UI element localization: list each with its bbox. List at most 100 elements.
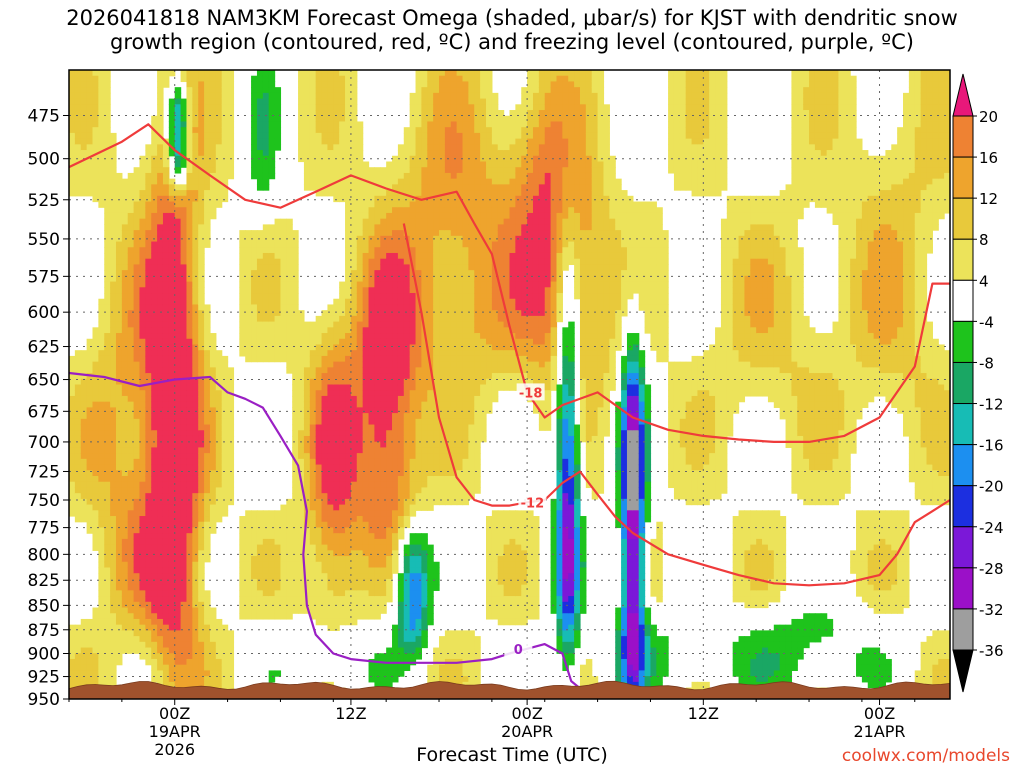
omega-cell bbox=[127, 521, 135, 529]
omega-cell bbox=[268, 98, 276, 105]
omega-cell bbox=[209, 464, 217, 471]
omega-cell bbox=[186, 195, 193, 203]
omega-cell bbox=[209, 138, 217, 145]
omega-cell bbox=[397, 361, 405, 368]
omega-cell bbox=[256, 315, 264, 323]
omega-cell bbox=[286, 527, 293, 534]
omega-cell bbox=[198, 550, 205, 557]
omega-cell bbox=[121, 470, 129, 477]
omega-cell bbox=[403, 578, 411, 586]
omega-cell bbox=[157, 544, 164, 551]
omega-cell bbox=[121, 373, 129, 380]
omega-cell bbox=[268, 607, 276, 614]
omega-cell bbox=[145, 573, 152, 580]
omega-cell bbox=[192, 218, 199, 225]
omega-cell bbox=[315, 481, 323, 489]
omega-cell bbox=[303, 533, 311, 540]
omega-cell bbox=[421, 636, 428, 643]
omega-cell bbox=[98, 470, 105, 477]
omega-cell bbox=[110, 578, 117, 586]
omega-cell bbox=[409, 241, 417, 248]
omega-cell bbox=[209, 401, 217, 408]
omega-cell bbox=[251, 144, 258, 151]
omega-cell bbox=[133, 258, 141, 266]
omega-cell bbox=[380, 596, 387, 603]
omega-cell bbox=[251, 601, 258, 609]
omega-cell bbox=[409, 613, 417, 620]
omega-cell bbox=[221, 430, 229, 437]
omega-cell bbox=[356, 247, 364, 254]
omega-cell bbox=[409, 315, 417, 323]
omega-cell bbox=[115, 298, 123, 306]
omega-cell bbox=[374, 424, 381, 431]
omega-cell bbox=[298, 538, 305, 546]
omega-cell bbox=[421, 344, 428, 351]
omega-cell bbox=[133, 172, 141, 180]
omega-cell bbox=[315, 127, 323, 134]
omega-cell bbox=[403, 641, 411, 649]
omega-cell bbox=[298, 567, 305, 574]
omega-cell bbox=[309, 521, 317, 529]
omega-cell bbox=[115, 504, 123, 511]
omega-cell bbox=[192, 676, 199, 683]
omega-cell bbox=[409, 378, 417, 386]
omega-cell bbox=[380, 310, 387, 317]
omega-cell bbox=[215, 681, 223, 689]
omega-cell bbox=[133, 418, 141, 426]
omega-cell bbox=[274, 138, 282, 145]
omega-cell bbox=[121, 527, 129, 534]
omega-cell bbox=[80, 670, 88, 677]
omega-cell bbox=[303, 70, 311, 77]
omega-cell bbox=[86, 75, 94, 83]
omega-cell bbox=[427, 556, 434, 563]
omega-cell bbox=[397, 384, 405, 391]
omega-cell bbox=[110, 241, 117, 248]
omega-cell bbox=[104, 304, 111, 311]
omega-cell bbox=[356, 344, 364, 351]
omega-cell bbox=[409, 304, 417, 311]
omega-cell bbox=[397, 510, 405, 517]
omega-cell bbox=[221, 407, 229, 414]
omega-cell bbox=[74, 132, 82, 140]
omega-cell bbox=[397, 184, 405, 191]
omega-cell bbox=[403, 664, 411, 672]
omega-cell bbox=[421, 281, 428, 288]
omega-cell bbox=[227, 161, 235, 168]
omega-cell bbox=[174, 636, 182, 643]
omega-cell bbox=[186, 247, 193, 254]
omega-cell bbox=[397, 281, 405, 288]
omega-cell bbox=[133, 613, 141, 620]
omega-cell bbox=[209, 155, 217, 163]
omega-cell bbox=[427, 104, 434, 111]
omega-cell bbox=[168, 121, 176, 128]
omega-cell bbox=[145, 293, 152, 300]
omega-cell bbox=[127, 207, 135, 214]
omega-cell bbox=[245, 561, 252, 569]
omega-cell bbox=[110, 424, 117, 431]
omega-cell bbox=[174, 281, 182, 288]
omega-cell bbox=[268, 338, 276, 346]
omega-cell bbox=[403, 590, 411, 597]
omega-cell bbox=[345, 235, 352, 243]
omega-cell bbox=[327, 338, 334, 346]
omega-cell bbox=[98, 430, 105, 437]
omega-cell bbox=[115, 653, 123, 660]
omega-cell bbox=[392, 304, 399, 311]
omega-cell bbox=[386, 304, 393, 311]
omega-cell bbox=[315, 550, 323, 557]
omega-cell bbox=[157, 247, 164, 254]
omega-cell bbox=[268, 355, 276, 363]
omega-cell bbox=[362, 207, 370, 214]
omega-cell bbox=[127, 527, 135, 534]
omega-cell bbox=[309, 87, 317, 94]
omega-cell bbox=[368, 556, 376, 563]
omega-cell bbox=[180, 115, 188, 123]
omega-cell bbox=[403, 516, 411, 523]
omega-cell bbox=[104, 355, 111, 363]
omega-cell bbox=[192, 247, 199, 254]
omega-cell bbox=[333, 144, 340, 151]
omega-cell bbox=[397, 590, 405, 597]
omega-cell bbox=[139, 613, 146, 620]
omega-cell bbox=[157, 178, 164, 185]
omega-cell bbox=[98, 81, 105, 88]
